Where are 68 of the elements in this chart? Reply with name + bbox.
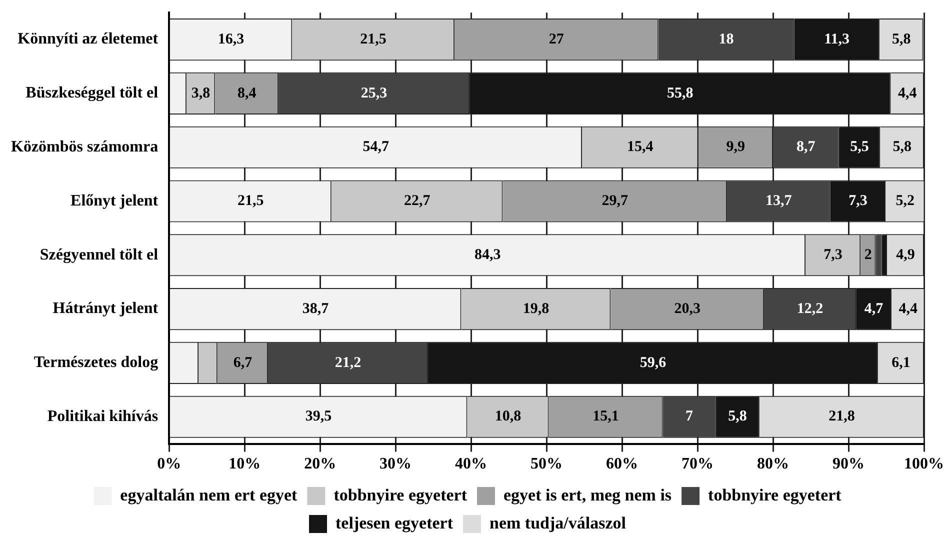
y-tick-label: Közömbös számomra [10, 138, 158, 156]
data-label: 54,7 [362, 139, 390, 156]
data-label: 12,2 [796, 300, 824, 317]
data-label: 20,3 [674, 300, 700, 317]
data-label: 5,5 [850, 139, 869, 156]
data-label: 8,7 [796, 139, 816, 156]
x-tick-label: 10% [228, 456, 261, 473]
legend-label: tobbnyire egyetert [334, 485, 468, 504]
legend-label: tobbnyire egyetert [708, 485, 842, 504]
data-label: 8,4 [237, 85, 257, 102]
x-tick-label: 80% [757, 456, 790, 473]
x-tick-label: 40% [455, 456, 488, 473]
data-label: 25,3 [360, 85, 388, 102]
data-label: 22,7 [404, 193, 431, 210]
data-label: 7,3 [824, 247, 842, 264]
data-label: 11,3 [824, 31, 850, 48]
x-tick-label: 70% [682, 456, 714, 473]
data-label: 27 [548, 31, 564, 48]
x-tick-label: 90% [832, 456, 865, 473]
legend-label: nem tudja/válaszol [490, 513, 626, 532]
y-tick-label: Természetes dolog [34, 354, 158, 372]
data-label: 6,7 [233, 354, 253, 371]
data-label: 5,8 [892, 31, 911, 48]
data-label: 4,7 [864, 300, 884, 317]
data-label: 7,3 [848, 193, 868, 210]
data-label: 21,5 [360, 31, 386, 48]
y-tick-label: Politikai kihívás [47, 408, 158, 425]
y-tick-label: Szégyennel tölt el [40, 246, 159, 264]
data-label: 15,1 [592, 408, 619, 425]
x-tick-label: 50% [530, 456, 563, 473]
y-tick-label: Büszkeséggel tölt el [26, 84, 159, 102]
x-tick-label: 0% [157, 456, 182, 473]
data-label: 21,2 [334, 354, 362, 371]
y-tick-label: Hátrányt jelent [52, 300, 159, 318]
data-label: 7 [685, 408, 694, 425]
x-tick-label: 30% [380, 456, 412, 473]
data-label: 2 [864, 247, 872, 264]
data-label: 3,8 [191, 85, 210, 102]
data-label: 16,3 [218, 31, 244, 48]
data-label: 9,9 [726, 139, 746, 156]
x-tick-label: 20% [304, 456, 336, 473]
data-label: 29,7 [602, 193, 628, 210]
data-label: 38,7 [302, 300, 330, 317]
data-label: 4,4 [898, 85, 918, 102]
legend-label: teljesen egyetert [336, 513, 454, 532]
data-label: 5,2 [896, 193, 914, 210]
data-label: 10,8 [494, 408, 522, 425]
data-label: 4,4 [898, 300, 918, 317]
y-tick-label: Könnyíti az életemet [18, 30, 159, 48]
data-label: 21,5 [237, 193, 264, 210]
x-tick-label: 100% [904, 456, 944, 473]
data-label: 18 [718, 31, 734, 48]
data-label: 55,8 [667, 85, 694, 102]
legend-label: egyaltalán nem ert egyet [120, 485, 298, 504]
data-label: 5,8 [728, 408, 747, 425]
data-label: 84,3 [474, 247, 501, 264]
data-label: 13,7 [766, 193, 792, 210]
data-label: 15,4 [627, 139, 654, 156]
data-label: 59,6 [640, 354, 667, 371]
data-label: 21,8 [828, 408, 855, 425]
data-label: 19,8 [522, 300, 550, 317]
data-label: 5,8 [892, 139, 912, 156]
data-label: 4,9 [896, 247, 915, 264]
data-label: 39,5 [305, 408, 332, 425]
data-label: 6,1 [892, 354, 910, 371]
legend-label: egyet is ert, meg nem is [503, 485, 672, 504]
x-tick-label: 60% [606, 456, 638, 473]
y-tick-label: Előnyt jelent [70, 192, 159, 210]
